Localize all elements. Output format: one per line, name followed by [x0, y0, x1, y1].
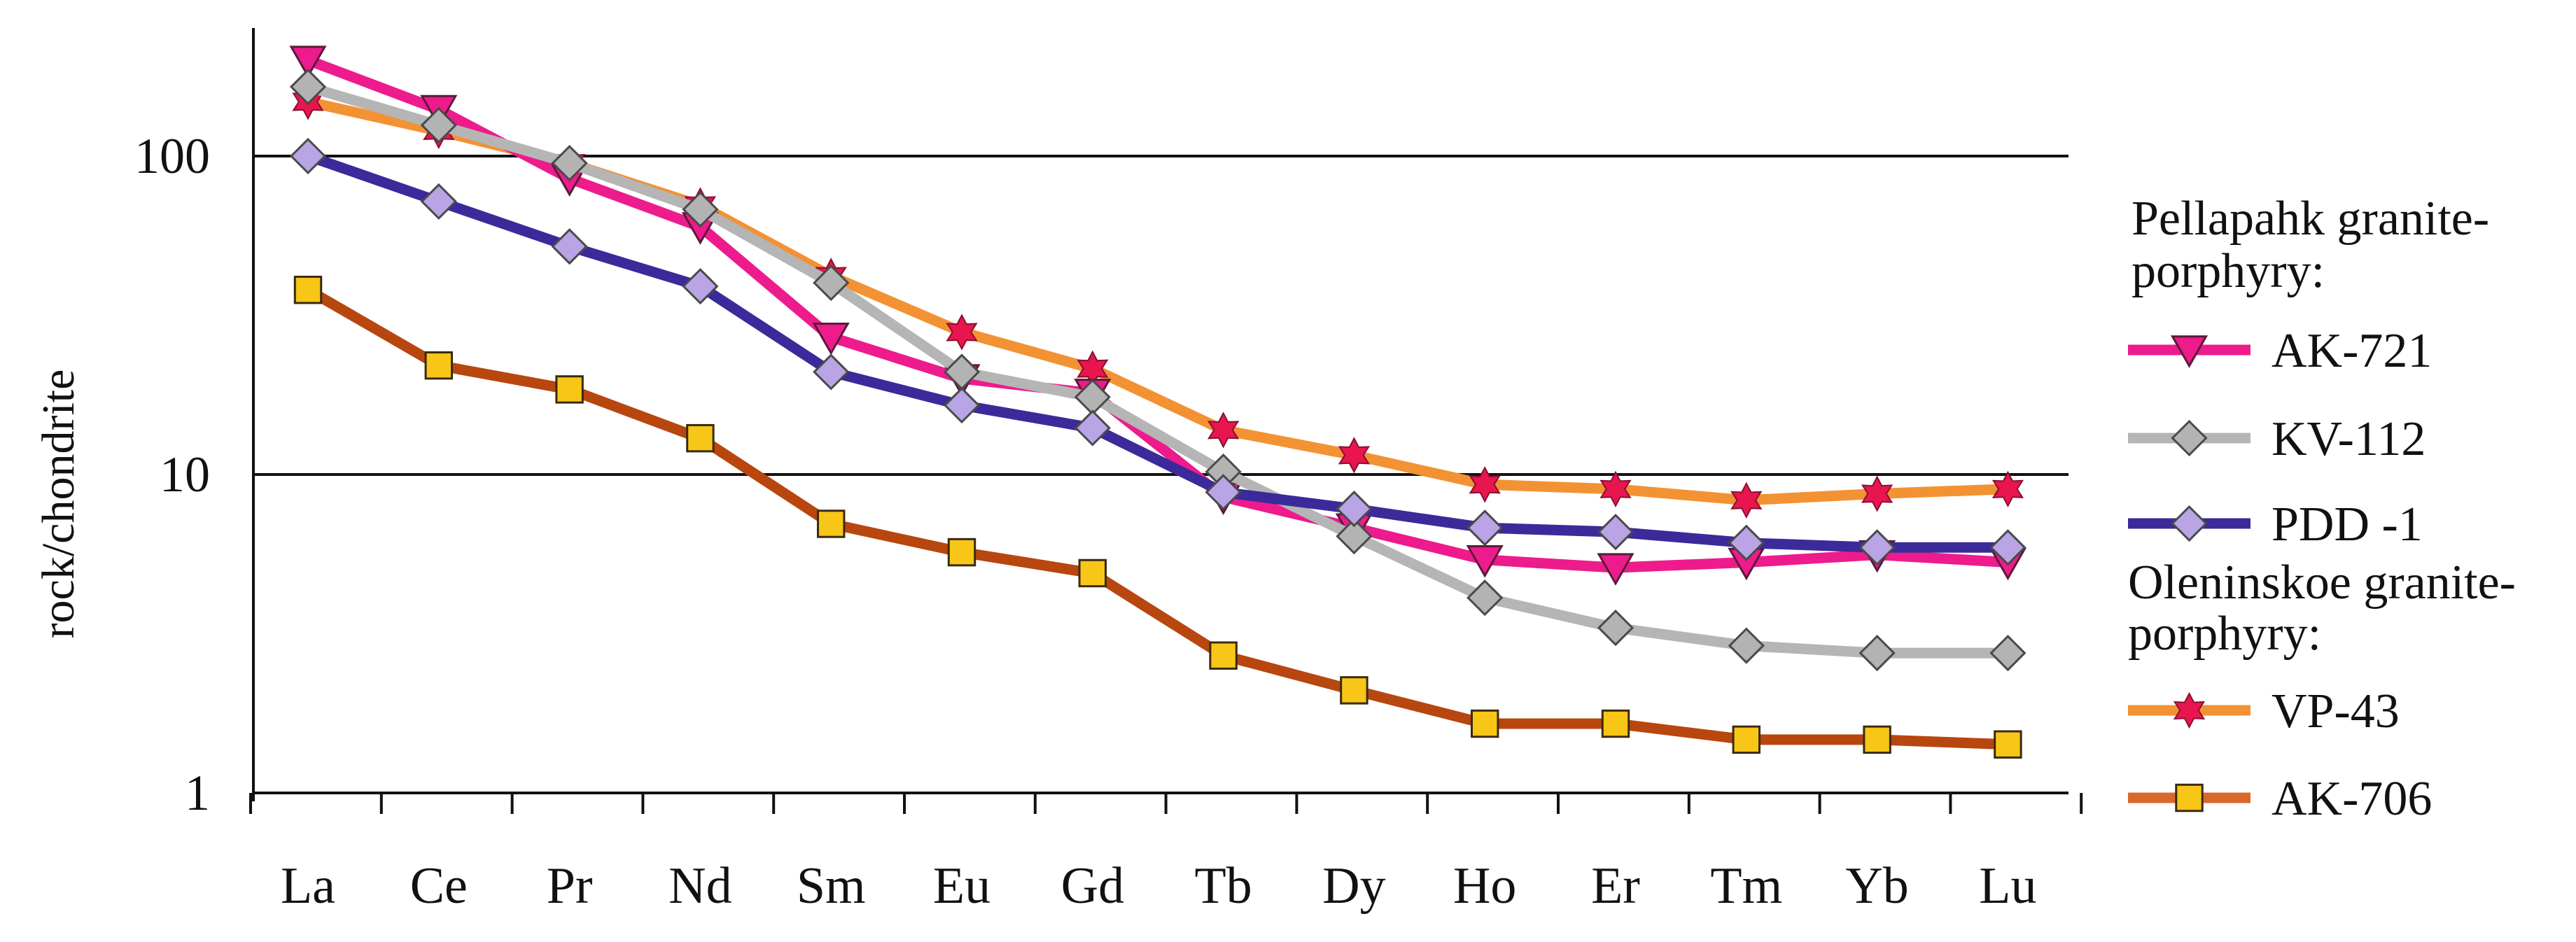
data-point-kv-112 [813, 264, 850, 302]
x-tick-label-la: La [281, 857, 335, 915]
data-point-vp-43 [1469, 466, 1501, 503]
data-point-kv-112 [1466, 579, 1504, 617]
data-point-vp-43 [1600, 470, 1632, 507]
x-tick-label-nd: Nd [668, 857, 732, 915]
data-point-ak-706 [816, 509, 846, 538]
data-point-pdd-1 [1205, 474, 1242, 511]
legend-marker-kv-112 [2171, 419, 2208, 457]
y-axis-title: rock/chondrite [33, 370, 84, 639]
legend-group-title: porphyry: [2128, 607, 2321, 661]
data-point-ak-706 [1209, 641, 1238, 670]
y-tick-label: 10 [160, 447, 210, 502]
legend-marker-pdd-1 [2171, 505, 2208, 542]
legend-label-ak-721: AK-721 [2272, 324, 2432, 378]
data-point-pdd-1 [1597, 513, 1634, 551]
data-point-vp-43 [946, 314, 978, 351]
legend-marker-vp-43 [2173, 691, 2206, 729]
data-point-vp-43 [1338, 437, 1371, 474]
legend-marker-ak-721 [2170, 335, 2208, 368]
data-point-pdd-1 [1858, 529, 1896, 566]
data-point-ak-706 [1601, 709, 1630, 738]
data-point-kv-112 [289, 68, 327, 106]
data-point-ak-706 [1732, 725, 1761, 754]
legend-label-vp-43: VP-43 [2272, 684, 2400, 738]
data-point-pdd-1 [420, 183, 457, 220]
x-tick-label-tm: Tm [1710, 857, 1782, 915]
series-line-ak-721 [302, 55, 2013, 573]
legend-marker-ak-706 [2175, 783, 2204, 813]
x-tick-label-ce: Ce [410, 857, 468, 915]
x-tick-label-eu: Eu [933, 857, 990, 915]
data-point-pdd-1 [289, 137, 327, 175]
series-line-ak-706 [302, 284, 2013, 750]
data-point-kv-112 [1989, 634, 2026, 672]
data-point-pdd-1 [1336, 490, 1373, 528]
data-point-ak-706 [686, 423, 715, 453]
x-tick-label-ho: Ho [1453, 857, 1516, 915]
data-point-ak-721 [1466, 545, 1504, 578]
y-tick-label: 1 [185, 765, 210, 821]
x-tick-label-dy: Dy [1322, 857, 1385, 915]
series-kv-112 [289, 68, 2026, 672]
series-ak-706 [293, 275, 2022, 759]
data-point-ak-706 [1863, 725, 1891, 754]
data-point-kv-112 [682, 191, 719, 228]
series-pdd-1 [289, 137, 2026, 566]
data-point-ak-706 [1994, 730, 2022, 759]
legend: Pellapahk granite-porphyry: AK-721 KV-112 P… [2128, 192, 2516, 826]
data-point-ak-721 [289, 45, 327, 78]
legend-group-title: Oleninskoe granite- [2128, 556, 2516, 610]
data-point-kv-112 [420, 106, 457, 144]
data-point-pdd-1 [1466, 509, 1504, 547]
data-point-ak-706 [1078, 558, 1107, 588]
x-tick-label-yb: Yb [1845, 857, 1908, 915]
data-point-ak-706 [424, 351, 454, 380]
series-line-pdd-1 [302, 150, 2013, 553]
legend-label-kv-112: KV-112 [2272, 412, 2426, 466]
axes: 1 10 100 La Ce Pr Nd Sm Eu Gd Tb Dy Ho Er Tm Yb Lu [134, 28, 2083, 915]
x-tick-label-sm: Sm [797, 857, 866, 915]
x-tick-label-lu: Lu [1979, 857, 2036, 915]
data-point-pdd-1 [943, 386, 981, 424]
data-point-kv-112 [1728, 627, 1765, 664]
data-point-ak-706 [555, 375, 584, 404]
data-point-ak-706 [1340, 676, 1368, 705]
y-tick-label: 100 [134, 128, 210, 184]
data-point-kv-112 [551, 145, 588, 182]
data-point-kv-112 [1597, 609, 1634, 647]
data-point-ak-706 [1470, 709, 1499, 738]
data-point-vp-43 [1730, 481, 1763, 519]
data-point-pdd-1 [1728, 524, 1765, 561]
data-point-ak-721 [812, 323, 850, 356]
series-line-kv-112 [302, 81, 2013, 659]
data-point-pdd-1 [551, 228, 588, 265]
data-point-kv-112 [1336, 518, 1373, 555]
data-point-pdd-1 [1074, 409, 1111, 447]
data-point-pdd-1 [682, 267, 719, 305]
data-point-vp-43 [1991, 470, 2024, 507]
data-point-ak-706 [947, 537, 976, 567]
legend-group-title: Pellapahk granite- [2132, 192, 2489, 246]
x-tick-label-er: Er [1591, 857, 1640, 915]
data-point-pdd-1 [813, 353, 850, 391]
x-tick-label-gd: Gd [1061, 857, 1124, 915]
legend-label-pdd-1: PDD -1 [2272, 498, 2423, 551]
legend-group-title: porphyry: [2132, 244, 2325, 298]
data-point-vp-43 [1207, 412, 1240, 449]
data-point-vp-43 [1861, 475, 1893, 512]
legend-label-ak-706: AK-706 [2272, 772, 2432, 826]
data-point-ak-706 [293, 275, 323, 304]
data-point-kv-112 [1858, 634, 1896, 672]
x-tick-label-pr: Pr [547, 857, 593, 915]
data-point-pdd-1 [1989, 529, 2026, 566]
data-point-ak-721 [1597, 553, 1634, 586]
series-group [289, 45, 2026, 759]
x-tick-label-tb: Tb [1194, 857, 1252, 915]
